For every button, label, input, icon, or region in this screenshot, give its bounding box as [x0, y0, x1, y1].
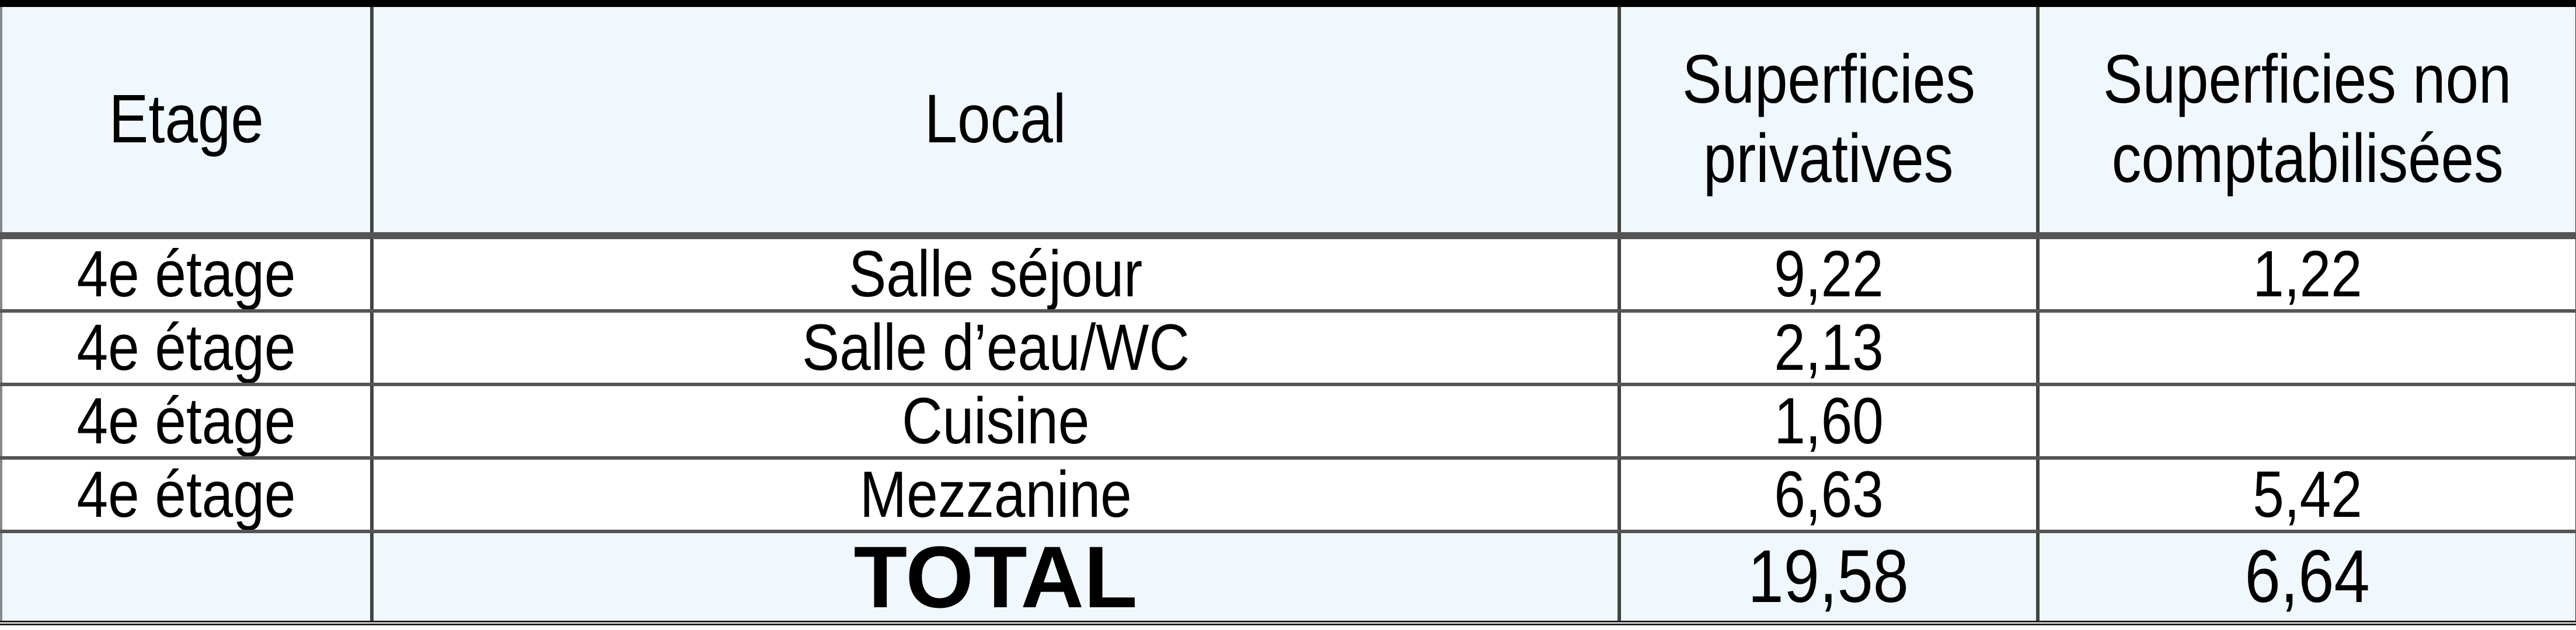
cell-non-comptabilisees	[2036, 384, 2576, 460]
header-superficies-privatives: Superficies privatives	[1618, 4, 2040, 239]
cell-local: Salle d’eau/WC	[370, 311, 1621, 386]
cell-etage: 4e étage	[0, 458, 374, 533]
total-label: TOTAL	[370, 531, 1621, 623]
cell-local: Cuisine	[370, 384, 1621, 460]
cell-privatives: 1,60	[1618, 384, 2040, 460]
cell-local: Mezzanine	[370, 458, 1621, 533]
cell-privatives: 6,63	[1618, 458, 2040, 533]
header-local: Local	[370, 4, 1621, 239]
cell-local: Salle séjour	[370, 236, 1621, 313]
header-etage: Etage	[0, 4, 374, 239]
total-etage	[0, 531, 374, 623]
table-row: 4e étage Mezzanine 6,63 5,42	[0, 458, 2576, 533]
total-privatives: 19,58	[1618, 531, 2040, 623]
cell-non-comptabilisees: 1,22	[2036, 236, 2576, 313]
cell-etage: 4e étage	[0, 236, 374, 313]
table-row: 4e étage Cuisine 1,60	[0, 384, 2576, 460]
cell-non-comptabilisees: 5,42	[2036, 458, 2576, 533]
total-row: TOTAL 19,58 6,64	[0, 531, 2576, 623]
header-row: Etage Local Superficies privatives Superf…	[0, 4, 2576, 239]
cell-etage: 4e étage	[0, 384, 374, 460]
cell-non-comptabilisees	[2036, 311, 2576, 386]
header-superficies-non-comptabilisees: Superficies non comptabilisées	[2036, 4, 2576, 239]
cell-privatives: 9,22	[1618, 236, 2040, 313]
table-row: 4e étage Salle d’eau/WC 2,13	[0, 311, 2576, 386]
total-non-comptabilisees: 6,64	[2036, 531, 2576, 623]
cell-etage: 4e étage	[0, 311, 374, 386]
cell-privatives: 2,13	[1618, 311, 2040, 386]
table-row: 4e étage Salle séjour 9,22 1,22	[0, 236, 2576, 313]
